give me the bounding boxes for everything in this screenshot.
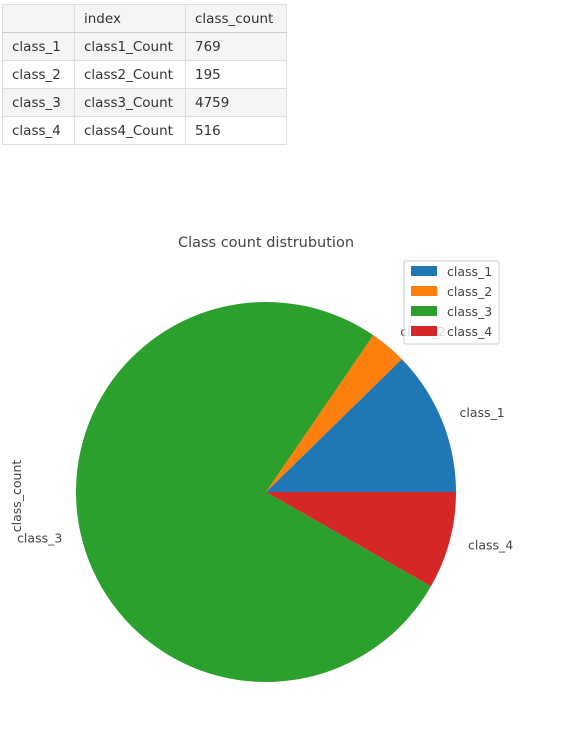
table-row: class_3 class3_Count 4759: [2, 88, 287, 117]
pie-slice-label: class_3: [17, 531, 62, 546]
table-cell: 195: [185, 60, 287, 89]
legend-swatch: [411, 326, 437, 336]
chart-title: Class count distrubution: [178, 235, 354, 251]
legend-frame: [403, 260, 500, 345]
table-row-label: class_2: [2, 60, 75, 89]
legend-label: class_1: [447, 264, 492, 279]
pie-slice-label: class_4: [468, 538, 513, 553]
pie-slice-class-4: [266, 492, 456, 587]
pie-slice-label: class_1: [460, 405, 505, 420]
legend-swatch: [411, 286, 437, 296]
table-row: class_4 class4_Count 516: [2, 116, 287, 145]
pie-slice-class-3: [76, 301, 431, 682]
pie-slice-class-2: [266, 335, 402, 492]
table-cell: class2_Count: [74, 60, 186, 89]
table-cell: 4759: [185, 88, 287, 117]
table-row: class_1 class1_Count 769: [2, 32, 287, 61]
legend-swatch: [411, 266, 437, 276]
legend-label: class_3: [447, 304, 492, 319]
legend-label: class_4: [447, 324, 492, 339]
table-header-cell: class_count: [185, 4, 287, 33]
pie-slice-class-1: [266, 359, 456, 492]
y-axis-label: class_count: [9, 460, 24, 533]
table-cell: class3_Count: [74, 88, 186, 117]
table-cell: 516: [185, 116, 287, 145]
legend-label: class_2: [447, 284, 492, 299]
pie-slices: [76, 301, 456, 682]
table-row: class_2 class2_Count 195: [2, 60, 287, 89]
table-cell: 769: [185, 32, 287, 61]
chart-legend: class_1 class_2 class_3 class_4: [403, 260, 500, 345]
table-cell: class4_Count: [74, 116, 186, 145]
dataframe-table: index class_count class_1 class1_Count 7…: [2, 4, 287, 145]
table-row-label: class_4: [2, 116, 75, 145]
legend-swatch: [411, 306, 437, 316]
table-header-cell: [2, 4, 75, 33]
table-row-label: class_3: [2, 88, 75, 117]
